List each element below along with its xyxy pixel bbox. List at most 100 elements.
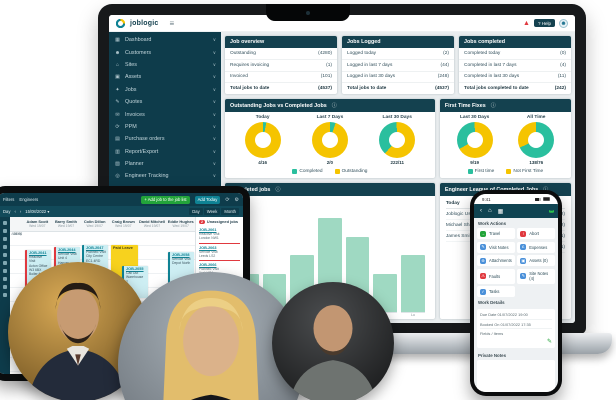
sidebar-item[interactable]: ☻ Customers ∨ bbox=[109, 46, 221, 58]
view-tab[interactable]: Month bbox=[221, 208, 239, 215]
filter-button[interactable]: Filters bbox=[3, 197, 15, 202]
engineer-column-header[interactable]: Eddie Hughes Wed 19/07 bbox=[166, 217, 195, 231]
engineer-column-header[interactable]: Barry Smith Wed 19/07 bbox=[52, 217, 81, 231]
engineer-column-header[interactable]: David Mitchell Wed 19/07 bbox=[138, 217, 167, 231]
sidebar-item-icon: ☻ bbox=[114, 49, 121, 56]
sidebar-item-icon: ▧ bbox=[115, 161, 120, 168]
sidebar-item[interactable]: ▥ Report/Export ∨ bbox=[109, 146, 221, 158]
notification-bell-icon[interactable]: ▲ bbox=[523, 19, 530, 27]
work-action-tile[interactable]: ▣ Assets (0) bbox=[517, 255, 555, 266]
job-link[interactable]: JOB-2066 bbox=[199, 263, 217, 267]
sidebar-item[interactable]: ▤ Purchase orders ∨ bbox=[109, 133, 221, 145]
job-link[interactable]: JOB-2063 bbox=[199, 245, 217, 250]
work-action-tile[interactable]: ! Abort bbox=[517, 228, 555, 239]
job-link[interactable]: JOB-2041 bbox=[29, 251, 47, 255]
engineers-button[interactable]: Engineers bbox=[19, 197, 39, 202]
gear-icon[interactable]: ⚙ bbox=[234, 196, 239, 203]
stat-value: (4280) bbox=[318, 50, 332, 56]
stat-row[interactable]: Outstanding (4280) bbox=[225, 48, 337, 60]
view-tab[interactable]: Week bbox=[203, 208, 221, 215]
stat-row[interactable]: Invoiced (101) bbox=[225, 72, 337, 84]
joblogic-logo-icon bbox=[116, 18, 125, 28]
next-day-button[interactable]: › bbox=[19, 209, 22, 214]
sidebar-item-label: Quotes bbox=[125, 99, 143, 106]
unassigned-job-item[interactable]: JOB-2061 Reactive Visit London NW1 bbox=[199, 226, 240, 244]
stat-row[interactable]: Requires invoicing (1) bbox=[225, 60, 337, 72]
stat-row[interactable]: Logged in last 30 days (248) bbox=[342, 72, 454, 84]
chevron-down-icon: ∨ bbox=[212, 136, 216, 142]
home-icon[interactable]: ⌂ bbox=[488, 208, 492, 214]
sidebar-item[interactable]: ◎ Engineer Tracking ∨ bbox=[109, 170, 221, 182]
stat-row[interactable]: Completed in last 7 days (4) bbox=[459, 60, 571, 72]
engineer-column-header[interactable]: Colin Dillon Wed 19/07 bbox=[80, 217, 109, 231]
legend-item: Not First Time bbox=[506, 169, 543, 175]
prev-day-button[interactable]: ‹ bbox=[14, 209, 16, 214]
engineer-name: Craig Brown bbox=[111, 219, 135, 224]
hamburger-menu-icon[interactable]: ≡ bbox=[169, 18, 175, 28]
legend-swatch bbox=[334, 169, 340, 175]
info-icon[interactable]: ⓘ bbox=[490, 103, 496, 110]
sidebar-item[interactable]: ✦ Jobs ∨ bbox=[109, 84, 221, 96]
sidebar-item-label: Jobs bbox=[125, 86, 137, 93]
sidebar-item[interactable]: ⟳ PPM ∨ bbox=[109, 121, 221, 133]
stat-row[interactable]: Logged in last 7 days (44) bbox=[342, 60, 454, 72]
donut-chart bbox=[379, 122, 416, 159]
panel-job-overview: Job overview Outstanding (4280) Requires… bbox=[225, 36, 337, 95]
engineer-column-headers: Adam Scott Wed 19/07 Barry Smith Wed 19/… bbox=[10, 217, 195, 232]
sidebar-item[interactable]: ▣ Assets ∨ bbox=[109, 71, 221, 83]
view-tab[interactable]: Day bbox=[189, 208, 203, 215]
stat-row[interactable]: Logged today (2) bbox=[342, 48, 454, 60]
add-today-button[interactable]: Add Today bbox=[194, 195, 221, 204]
legend-swatch bbox=[467, 169, 473, 175]
engineer-column-header[interactable]: Adam Scott Wed 19/07 bbox=[23, 217, 52, 231]
job-link[interactable]: JOB-2055 bbox=[126, 267, 144, 271]
work-action-tile[interactable]: → Travel bbox=[477, 228, 515, 239]
sidebar-item[interactable]: ⌂ Sites ∨ bbox=[109, 59, 221, 71]
panel-header: First Time Fixes ⓘ bbox=[439, 99, 571, 113]
job-link[interactable]: JOB-2047 bbox=[86, 246, 104, 250]
phone-screen: 9:41 ‹ ⌂ ▦ ))) Work Actions → Travel ! bbox=[474, 194, 558, 392]
planner-toolbar: Filters Engineers + Add job to the job l… bbox=[0, 193, 243, 206]
engineer-column-header[interactable]: Craig Brown Wed 19/07 bbox=[109, 217, 138, 231]
job-link[interactable]: JOB-2058 bbox=[172, 253, 190, 257]
job-link[interactable]: JOB-2044 bbox=[58, 248, 76, 252]
add-job-button[interactable]: + Add job to the job list bbox=[141, 195, 190, 204]
user-avatar[interactable]: ☻ bbox=[559, 18, 568, 28]
job-link[interactable]: JOB-2061 bbox=[199, 228, 217, 232]
work-action-tile[interactable]: £ Expenses bbox=[517, 241, 555, 253]
engineer-name: James Smith bbox=[445, 233, 474, 239]
private-notes-card[interactable] bbox=[477, 360, 555, 392]
edit-pencil-icon[interactable]: ✎ bbox=[546, 339, 552, 345]
info-icon[interactable]: ⓘ bbox=[275, 187, 281, 194]
tablet-sidebar-rail[interactable] bbox=[0, 217, 10, 374]
unassigned-job-item[interactable]: JOB-2063 Service Visit Leeds LS2 bbox=[199, 244, 240, 261]
sidebar-item-icon: ✎ bbox=[115, 99, 120, 106]
back-icon[interactable]: ‹ bbox=[480, 208, 482, 214]
stat-row[interactable]: Total jobs completed to date (242) bbox=[459, 83, 571, 94]
stat-row[interactable]: Completed today (0) bbox=[459, 48, 571, 60]
work-action-tile[interactable]: ⊕ Attachments bbox=[477, 255, 515, 266]
work-action-tile[interactable]: ✓ Tasks bbox=[477, 286, 515, 297]
sidebar-item[interactable]: ▧ Planner ∨ bbox=[109, 158, 221, 170]
donut-ftf-last-30-days: Last 30 Days 9/19 bbox=[456, 115, 493, 165]
work-action-tile[interactable]: ✎ Visit Notes bbox=[477, 241, 515, 253]
fields-items-row[interactable]: Fields / Items bbox=[480, 331, 504, 336]
view-label: Day bbox=[3, 209, 11, 214]
planner-subbar: Day ‹ › 15/08/2022 ▾ Day Week Month bbox=[0, 206, 243, 217]
help-button[interactable]: ? Help bbox=[533, 19, 555, 27]
date-picker[interactable]: 15/08/2022 ▾ bbox=[25, 209, 50, 214]
sidebar-item-label: Purchase orders bbox=[125, 136, 165, 143]
sidebar-item[interactable]: ✎ Quotes ∨ bbox=[109, 96, 221, 108]
time-label: 09:00 bbox=[13, 232, 23, 236]
info-icon[interactable]: ⓘ bbox=[331, 103, 337, 110]
donut-last-30-days: Last 30 Days 222/11 bbox=[379, 115, 416, 165]
stat-row[interactable]: Completed in last 30 days (11) bbox=[459, 72, 571, 84]
work-action-tile[interactable]: ⚠ Faults bbox=[477, 268, 515, 284]
refresh-icon[interactable]: ⟳ bbox=[225, 196, 230, 203]
work-action-tile[interactable]: ✎ Site Notes (4) bbox=[517, 268, 555, 284]
calendar-icon[interactable]: ▦ bbox=[497, 208, 504, 215]
stat-row[interactable]: Total jobs to date (4537) bbox=[225, 83, 337, 94]
sidebar-item[interactable]: ▦ Dashboard ∨ bbox=[109, 34, 221, 46]
sidebar-item[interactable]: ✉ Invoices ∨ bbox=[109, 108, 221, 120]
stat-row[interactable]: Total jobs to date (4537) bbox=[342, 83, 454, 94]
